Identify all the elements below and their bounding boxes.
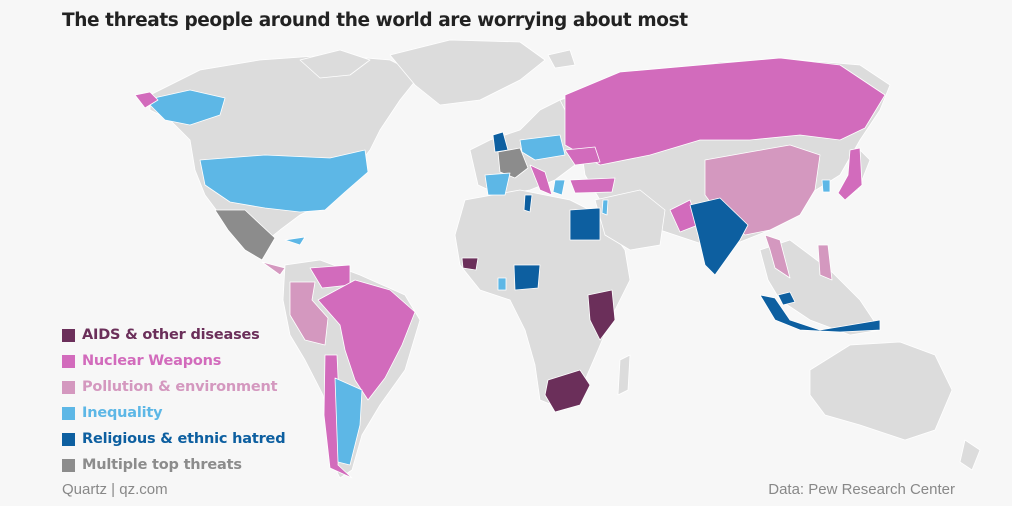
legend-label-aids: AIDS & other diseases [82, 327, 260, 343]
country-nigeria-religious [513, 264, 541, 291]
country-tunisia-religious [523, 194, 533, 213]
country-france-multiple [497, 147, 529, 179]
country-colombia-peru-pollution [289, 281, 329, 346]
country-argentina-inequality [334, 377, 363, 466]
legend-item-religious-hatred: Religious & ethnic hatred [62, 426, 286, 452]
country-japan-nuclear [837, 147, 863, 201]
map-title: The threats people around the world are … [62, 10, 688, 31]
land-canadian-islands [299, 49, 371, 79]
land-madagascar [617, 354, 631, 396]
country-central-america-pollution [261, 261, 286, 276]
country-vietnam-pollution [764, 234, 791, 279]
country-germany-poland-inequality [519, 134, 566, 161]
country-canada-alaska-inequality [144, 89, 226, 126]
country-brazil-nuclear [317, 279, 416, 401]
land-southeast-asia [759, 239, 881, 336]
land-australia [809, 341, 953, 441]
country-philippines-pollution [817, 244, 833, 281]
country-senegal-aids [461, 257, 479, 271]
legend-label-pollution: Pollution & environment [82, 379, 278, 395]
legend-swatch-multiple-threats [62, 458, 75, 472]
legend-item-multiple-threats: Multiple top threats [62, 452, 285, 478]
land-middle-east [594, 189, 666, 251]
legend-swatch-aids [62, 328, 75, 342]
land-north-america [149, 54, 421, 251]
country-south-africa-aids [544, 369, 591, 413]
legend-swatch-pollution [62, 380, 75, 394]
country-alaska-islands-nuclear [134, 91, 159, 109]
legend-label-multiple-threats: Multiple top threats [82, 457, 242, 473]
country-indonesia-religious [759, 294, 881, 333]
legend-item-aids: AIDS & other diseases [62, 322, 285, 348]
highlighted-countries-layer [134, 57, 886, 479]
country-italy-nuclear [529, 164, 553, 196]
legend-swatch-inequality [62, 406, 75, 420]
legend-item-inequality: Inequality [62, 400, 285, 426]
legend-swatch-nuclear-weapons [62, 354, 75, 368]
legend-swatch-religious-hatred [62, 432, 75, 446]
country-turkey-nuclear [569, 177, 616, 194]
legend-label-religious-hatred: Religious & ethnic hatred [82, 431, 286, 447]
legend-label-inequality: Inequality [82, 405, 163, 421]
country-malaysia-religious [777, 291, 796, 306]
country-lebanon-inequality [601, 199, 609, 216]
legend: AIDS & other diseases Nuclear Weapons Po… [62, 322, 286, 478]
legend-item-pollution: Pollution & environment [62, 374, 285, 400]
country-ghana-inequality [497, 277, 507, 291]
land-greenland [389, 39, 546, 106]
land-new-zealand [959, 439, 981, 471]
country-mexico-multiple [214, 209, 276, 261]
land-svalbard [547, 49, 576, 69]
source-text: Data: Pew Research Center [768, 481, 955, 498]
country-cuba-inequality [284, 236, 306, 246]
legend-item-nuclear-weapons: Nuclear Weapons [62, 348, 285, 374]
country-korea-inequality [821, 179, 831, 193]
country-greece-inequality [552, 179, 566, 196]
credit-text: Quartz | qz.com [62, 481, 168, 498]
country-usa-inequality [199, 149, 369, 213]
country-india-religious [689, 197, 749, 276]
country-kenya-tanzania-aids [587, 289, 616, 341]
country-ukraine-nuclear [564, 146, 601, 166]
legend-label-nuclear-weapons: Nuclear Weapons [82, 353, 222, 369]
country-russia-nuclear [564, 57, 886, 166]
country-egypt-religious [569, 207, 601, 241]
country-spain-inequality [484, 172, 511, 196]
